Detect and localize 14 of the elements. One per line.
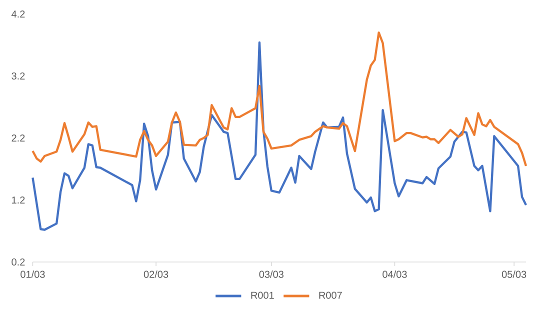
legend-label: R007 [319, 292, 342, 299]
x-tick-label: 01/03 [20, 270, 45, 278]
x-tick-label: 03/03 [259, 270, 284, 278]
legend-label: R001 [251, 292, 274, 299]
line-series [32, 32, 528, 167]
y-tick-label: 2.2 [12, 134, 25, 142]
line-series [32, 41, 528, 231]
y-tick-label: 1.2 [12, 196, 25, 204]
y-tick-label: 4.2 [12, 10, 25, 18]
y-tick-label: 3.2 [12, 72, 25, 80]
x-tick-label: 04/03 [382, 270, 407, 278]
x-tick-label: 05/03 [502, 270, 526, 278]
y-tick-label: 0.2 [12, 258, 25, 266]
x-tick-label: 02/03 [144, 270, 168, 278]
